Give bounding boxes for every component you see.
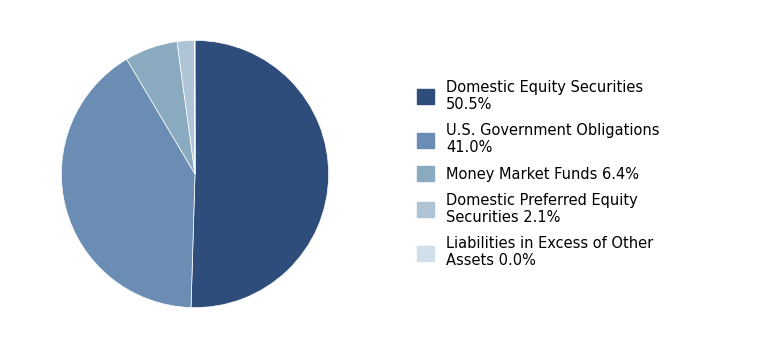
Wedge shape xyxy=(126,41,195,174)
Legend: Domestic Equity Securities
50.5%, U.S. Government Obligations
41.0%, Money Marke: Domestic Equity Securities 50.5%, U.S. G… xyxy=(417,80,659,268)
Wedge shape xyxy=(62,59,195,308)
Wedge shape xyxy=(191,40,328,308)
Wedge shape xyxy=(177,40,195,174)
